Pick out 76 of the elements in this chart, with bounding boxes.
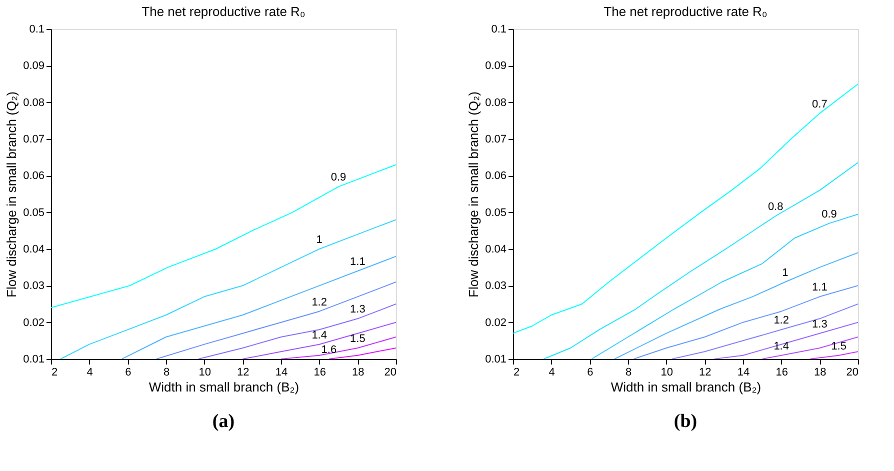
y-tick-label: 0.06 <box>23 170 44 182</box>
x-tick-label: 4 <box>86 366 93 378</box>
x-tick-label: 20 <box>384 366 396 378</box>
x-axis-title: Width in small branch (B₂) <box>610 380 762 394</box>
series-label: 1.4 <box>774 340 789 352</box>
x-tick-label: 20 <box>846 366 858 378</box>
x-tick-label: 12 <box>237 366 250 378</box>
x-tick-label: 18 <box>814 366 826 378</box>
series-label: 1 <box>316 234 322 246</box>
y-tick-label: 0.1 <box>491 24 506 36</box>
series-label: 1.1 <box>812 282 828 294</box>
x-tick-label: 6 <box>587 366 594 378</box>
line-series <box>60 219 396 359</box>
series-label: 1.5 <box>350 333 366 345</box>
line-series <box>714 322 858 359</box>
y-tick-label: 0.06 <box>485 170 506 182</box>
series-label: 1.5 <box>831 340 846 352</box>
series-label: 1.6 <box>321 344 337 356</box>
x-tick-label: 10 <box>660 366 673 378</box>
line-series <box>614 252 858 359</box>
x-tick-label: 6 <box>125 366 132 378</box>
line-series <box>156 282 396 359</box>
series-label: 1.2 <box>312 296 327 308</box>
x-tick-label: 14 <box>275 366 288 378</box>
y-tick-label: 0.08 <box>485 96 506 109</box>
chart-title: The net reproductive rate R₀ <box>604 4 768 19</box>
y-tick-label: 0.08 <box>23 96 44 109</box>
y-axis-title: Flow discharge in small branch (Q₂) <box>466 92 482 298</box>
y-tick-label: 0.07 <box>485 134 506 146</box>
x-tick-label: 8 <box>163 366 170 378</box>
series-label: 1 <box>782 267 788 279</box>
y-tick-label: 0.1 <box>29 24 44 36</box>
series-label: 1.3 <box>812 318 828 330</box>
x-tick-label: 16 <box>314 366 326 378</box>
x-tick-label: 4 <box>548 366 555 378</box>
x-tick-label: 8 <box>625 366 632 378</box>
y-tick-label: 0.01 <box>23 354 44 366</box>
series-label: 1.3 <box>350 304 366 316</box>
series-label: 1.4 <box>312 329 327 342</box>
line-series <box>672 304 858 359</box>
line-series <box>513 84 858 334</box>
text: (a) <box>212 411 235 432</box>
series-label: 0.8 <box>768 201 784 213</box>
line-series <box>242 322 396 359</box>
chart-title: The net reproductive rate R₀ <box>142 4 306 19</box>
x-tick-label: 18 <box>352 366 364 378</box>
y-tick-label: 0.07 <box>23 134 44 146</box>
y-tick-label: 0.04 <box>485 244 506 256</box>
series-label: 1.1 <box>350 256 366 268</box>
line-series <box>121 256 396 359</box>
x-axis-title: Width in small branch (B₂) <box>148 380 300 394</box>
x-tick-label: 14 <box>737 366 750 378</box>
y-tick-label: 0.04 <box>23 244 44 256</box>
line-series <box>762 336 858 359</box>
y-tick-label: 0.09 <box>485 60 506 72</box>
y-tick-label: 0.02 <box>23 316 44 329</box>
y-tick-label: 0.03 <box>485 280 506 292</box>
line-series <box>543 162 858 359</box>
x-tick-label: 2 <box>52 366 58 378</box>
x-tick-label: 16 <box>776 366 788 378</box>
x-tick-label: 2 <box>514 366 520 378</box>
series-label: 0.7 <box>812 98 828 110</box>
y-axis-title: Flow discharge in small branch (Q₂) <box>4 92 20 298</box>
y-tick-label: 0.05 <box>23 206 44 219</box>
y-tick-label: 0.01 <box>485 354 506 366</box>
series-label: 1.2 <box>774 314 789 327</box>
y-tick-label: 0.02 <box>485 316 506 329</box>
x-tick-label: 12 <box>699 366 712 378</box>
line-series <box>198 304 396 359</box>
y-tick-label: 0.09 <box>23 60 44 72</box>
y-tick-label: 0.05 <box>485 206 506 219</box>
series-label: 0.9 <box>330 172 346 184</box>
x-tick-label: 10 <box>198 366 211 378</box>
y-tick-label: 0.03 <box>23 280 44 292</box>
text: (b) <box>674 411 698 432</box>
series-label: 0.9 <box>822 208 837 220</box>
